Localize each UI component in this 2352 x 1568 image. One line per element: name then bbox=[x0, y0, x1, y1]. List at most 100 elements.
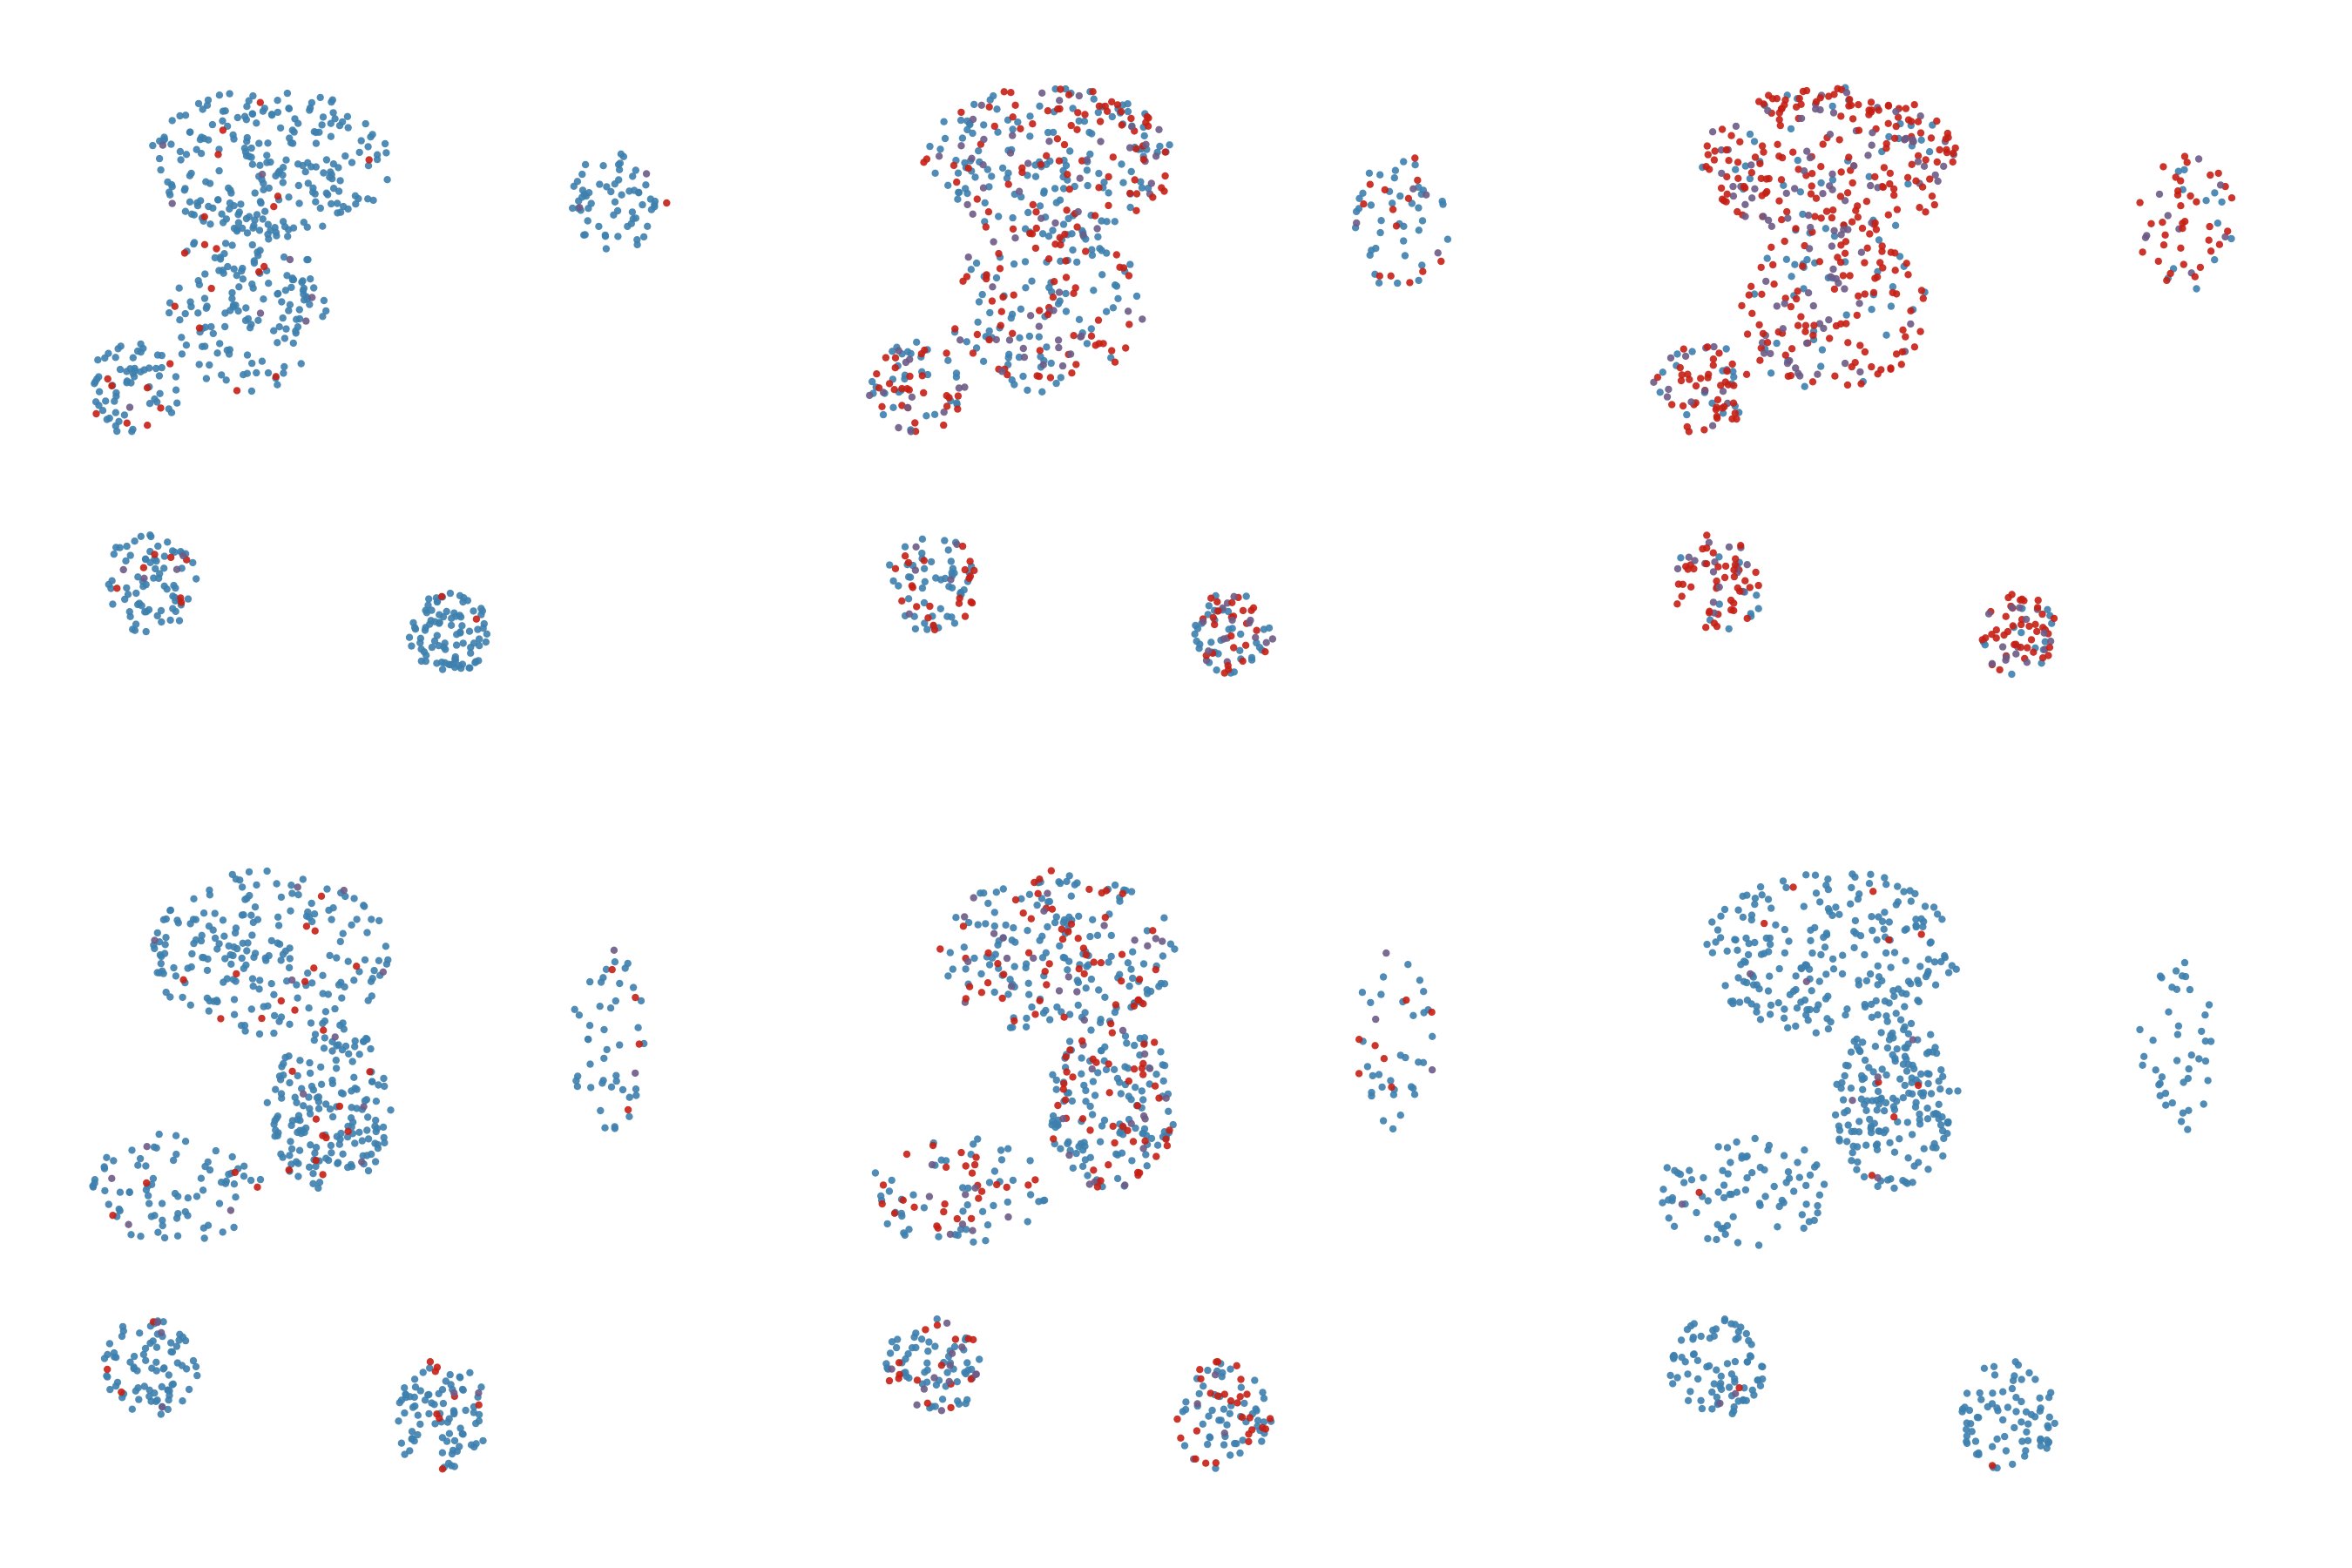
scatter-point-island-3 bbox=[1220, 1390, 1228, 1398]
scatter-point-island-3 bbox=[2011, 1358, 2019, 1366]
scatter-point-main-A bbox=[1865, 880, 1874, 888]
scatter-point-main-A bbox=[213, 997, 220, 1004]
scatter-point-main-A bbox=[1009, 132, 1017, 139]
scatter-point-main-C bbox=[167, 409, 176, 416]
scatter-point-island-2 bbox=[927, 558, 936, 566]
scatter-point-main-A bbox=[270, 203, 278, 211]
scatter-point-main-C bbox=[942, 1163, 950, 1172]
scatter-point-main-B bbox=[311, 1149, 319, 1157]
scatter-point-main-A bbox=[1149, 927, 1157, 935]
scatter-point-island-3 bbox=[408, 642, 416, 650]
scatter-point-main-C bbox=[95, 373, 103, 381]
scatter-point-main-A bbox=[1131, 936, 1139, 944]
scatter-point-main-C bbox=[955, 384, 963, 392]
scatter-point-main-C bbox=[1695, 1188, 1703, 1197]
scatter-point-main-A bbox=[1901, 136, 1909, 144]
scatter-point-main-B bbox=[1086, 1102, 1094, 1111]
scatter-point-main-A bbox=[1736, 138, 1744, 145]
scatter-point-island-3 bbox=[1245, 618, 1254, 627]
scatter-point-main-B bbox=[1093, 1183, 1102, 1191]
scatter-point-main-A bbox=[1025, 890, 1034, 898]
scatter-point-main-A bbox=[1093, 931, 1102, 939]
scatter-point-main-A bbox=[1704, 151, 1712, 159]
scatter-point-main-C bbox=[969, 1227, 977, 1234]
scatter-point-main-B bbox=[312, 1144, 321, 1152]
scatter-point-main-A bbox=[1824, 886, 1833, 894]
scatter-point-island-2 bbox=[1684, 1396, 1693, 1404]
scatter-point-main-A bbox=[990, 909, 998, 916]
scatter-point-main-A bbox=[1713, 926, 1722, 934]
scatter-point-main-A bbox=[1066, 147, 1074, 155]
scatter-point-main-A bbox=[360, 902, 368, 909]
scatter-point-island-2 bbox=[123, 542, 131, 551]
scatter-point-main-C bbox=[954, 405, 962, 413]
scatter-point-island-2 bbox=[172, 584, 179, 592]
scatter-point-main-C bbox=[1683, 410, 1691, 419]
scatter-point-island-3 bbox=[470, 1443, 478, 1451]
scatter-point-main-B bbox=[1039, 361, 1047, 368]
scatter-point-main-C bbox=[1714, 1143, 1722, 1151]
scatter-point-island-2 bbox=[179, 551, 187, 560]
scatter-point-island-2 bbox=[1674, 580, 1683, 588]
scatter-point-main-A bbox=[1812, 1029, 1820, 1037]
scatter-point-main-A bbox=[1855, 126, 1863, 134]
scatter-point-island-2 bbox=[962, 1400, 970, 1408]
scatter-point-main-A bbox=[1821, 995, 1830, 1003]
scatter-point-island-1 bbox=[2194, 155, 2203, 163]
scatter-point-main-B bbox=[233, 272, 240, 280]
scatter-point-main-A bbox=[1031, 878, 1038, 887]
scatter-point-island-3 bbox=[425, 1390, 433, 1399]
scatter-point-main-A bbox=[1113, 101, 1122, 109]
scatter-point-main-C bbox=[1692, 382, 1700, 390]
scatter-point-main-C bbox=[127, 1231, 135, 1239]
scatter-point-island-1 bbox=[2168, 1098, 2176, 1107]
scatter-point-island-3 bbox=[1220, 1441, 1228, 1449]
scatter-point-main-B bbox=[1767, 369, 1775, 377]
scatter-point-main-C bbox=[1800, 1224, 1808, 1233]
scatter-panel-2 bbox=[866, 84, 1452, 677]
scatter-point-main-A bbox=[311, 190, 319, 198]
scatter-point-main-A bbox=[990, 929, 998, 937]
scatter-point-main-A bbox=[980, 135, 988, 144]
scatter-point-main-C bbox=[1673, 350, 1681, 358]
scatter-point-main-A bbox=[1879, 183, 1888, 192]
scatter-point-island-2 bbox=[1690, 1320, 1698, 1328]
scatter-point-main-B bbox=[1788, 273, 1795, 280]
scatter-point-main-A bbox=[1740, 182, 1748, 191]
scatter-point-main-B bbox=[1745, 291, 1753, 299]
scatter-point-main-B bbox=[1874, 267, 1882, 275]
scatter-point-main-A bbox=[1094, 108, 1102, 117]
scatter-point-island-2 bbox=[152, 557, 160, 565]
scatter-point-main-B bbox=[1907, 1019, 1916, 1028]
scatter-point-main-A bbox=[1914, 152, 1923, 159]
scatter-point-main-B bbox=[1855, 1118, 1863, 1125]
scatter-point-main-B bbox=[1868, 306, 1876, 314]
scatter-point-main-A bbox=[1784, 214, 1792, 222]
scatter-point-island-1 bbox=[619, 152, 628, 160]
scatter-point-island-2 bbox=[147, 532, 155, 541]
scatter-point-main-A bbox=[1732, 936, 1740, 944]
scatter-point-island-2 bbox=[1709, 1326, 1717, 1335]
scatter-point-island-1 bbox=[2159, 163, 2167, 171]
scatter-point-main-A bbox=[1885, 936, 1893, 944]
scatter-point-island-2 bbox=[970, 566, 978, 575]
scatter-point-main-B bbox=[1788, 345, 1796, 353]
scatter-point-main-A bbox=[265, 951, 273, 960]
scatter-point-main-B bbox=[250, 259, 259, 267]
scatter-point-main-A bbox=[1074, 109, 1082, 117]
scatter-point-main-B bbox=[1078, 1070, 1085, 1078]
scatter-point-island-2 bbox=[1754, 581, 1762, 590]
scatter-point-main-A bbox=[962, 995, 970, 1003]
scatter-point-main-A bbox=[1938, 916, 1946, 923]
scatter-point-main-A bbox=[1884, 119, 1892, 127]
scatter-point-main-B bbox=[1837, 241, 1845, 249]
scatter-point-main-A bbox=[1729, 182, 1737, 191]
scatter-point-main-C bbox=[125, 1220, 132, 1228]
scatter-point-main-B bbox=[297, 360, 305, 368]
scatter-point-island-2 bbox=[1685, 553, 1693, 561]
scatter-point-main-B bbox=[1869, 1068, 1877, 1076]
scatter-point-main-B bbox=[973, 330, 982, 339]
scatter-point-island-2 bbox=[163, 585, 171, 593]
scatter-point-main-A bbox=[236, 876, 244, 884]
scatter-point-main-A bbox=[1912, 916, 1920, 923]
